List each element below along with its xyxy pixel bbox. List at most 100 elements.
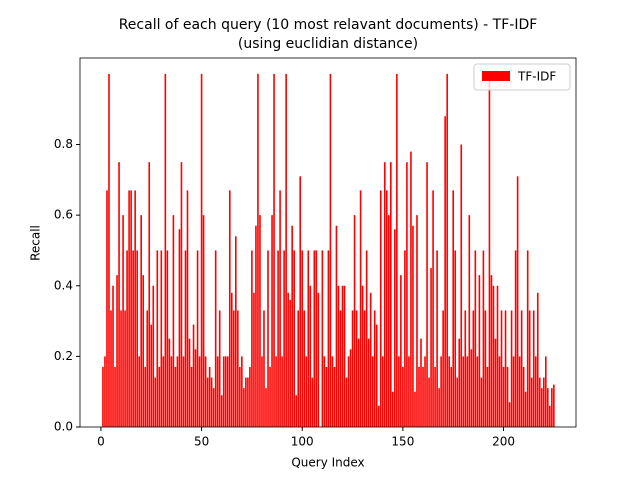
bar (375, 324, 378, 427)
bar (257, 73, 259, 427)
bar (243, 388, 245, 427)
bar (462, 356, 465, 427)
bar (158, 366, 161, 427)
bar (118, 162, 120, 427)
legend-label: TF-IDF (517, 70, 556, 84)
bar (436, 250, 438, 427)
bar (275, 356, 277, 427)
bar (255, 225, 257, 427)
bar (174, 366, 177, 427)
bar (468, 215, 471, 427)
bar (226, 356, 229, 427)
bar (170, 356, 173, 427)
bar (440, 356, 442, 427)
bar (510, 310, 513, 427)
bar (148, 162, 151, 427)
bar (130, 190, 132, 427)
bar (206, 377, 209, 427)
bar (524, 391, 527, 427)
bar (313, 250, 316, 427)
x-axis-label: Query Index (291, 456, 364, 470)
bar (184, 250, 187, 427)
bar (357, 338, 360, 427)
bar (281, 356, 283, 427)
bar (305, 356, 308, 427)
bar (303, 310, 306, 427)
bar (228, 190, 231, 427)
bar (277, 250, 279, 427)
bar (198, 356, 201, 427)
bar (540, 388, 543, 427)
bar (144, 366, 147, 427)
bar (265, 388, 267, 427)
bar (349, 349, 352, 427)
bar (110, 310, 112, 427)
bar (251, 250, 253, 427)
bar (245, 377, 247, 427)
bar (192, 324, 195, 427)
bar (196, 250, 199, 427)
bar (273, 73, 275, 427)
bar (232, 310, 235, 427)
bar (428, 377, 430, 427)
chart-subtitle: (using euclidian distance) (238, 36, 418, 52)
bar (212, 388, 215, 427)
bar (329, 73, 332, 427)
bar (534, 356, 537, 427)
bar (512, 356, 515, 427)
bar (549, 405, 551, 427)
bar (551, 388, 553, 427)
bar (500, 310, 503, 427)
bar (434, 366, 436, 427)
bar (387, 215, 390, 427)
bar (377, 405, 380, 427)
bar (297, 310, 300, 427)
bar (424, 356, 426, 427)
bar (315, 250, 318, 427)
legend-swatch (482, 71, 510, 81)
bar (422, 366, 424, 427)
bar (142, 275, 145, 427)
bar (323, 356, 326, 427)
bar (176, 356, 179, 427)
bar (289, 299, 291, 427)
bar (474, 250, 477, 427)
bar (420, 338, 422, 427)
x-tick-label: 50 (194, 435, 209, 449)
bar (335, 225, 338, 427)
bar (146, 310, 149, 427)
bar (178, 229, 181, 427)
bar (444, 116, 446, 428)
bar (259, 215, 261, 427)
bar (426, 162, 428, 427)
bar (518, 356, 521, 427)
bar (150, 324, 153, 427)
bar (102, 366, 104, 427)
bar (508, 402, 511, 427)
bar (204, 356, 207, 427)
bar (321, 250, 324, 427)
bar (230, 292, 233, 427)
bar (400, 275, 402, 427)
legend-box (473, 63, 571, 91)
bar (249, 366, 251, 427)
y-tick-label: 0.0 (54, 420, 73, 434)
bar (506, 366, 509, 427)
bar (337, 285, 340, 427)
bar (267, 250, 269, 427)
bar (460, 144, 463, 427)
bar (235, 236, 237, 427)
bar (408, 356, 410, 427)
bar (317, 292, 320, 427)
bar (241, 356, 243, 427)
bar (381, 356, 384, 427)
bar (369, 292, 372, 427)
bar (208, 366, 211, 427)
bar (309, 285, 312, 427)
bar (122, 215, 124, 427)
bar (450, 366, 452, 427)
bar (492, 285, 495, 427)
bar (138, 356, 140, 427)
